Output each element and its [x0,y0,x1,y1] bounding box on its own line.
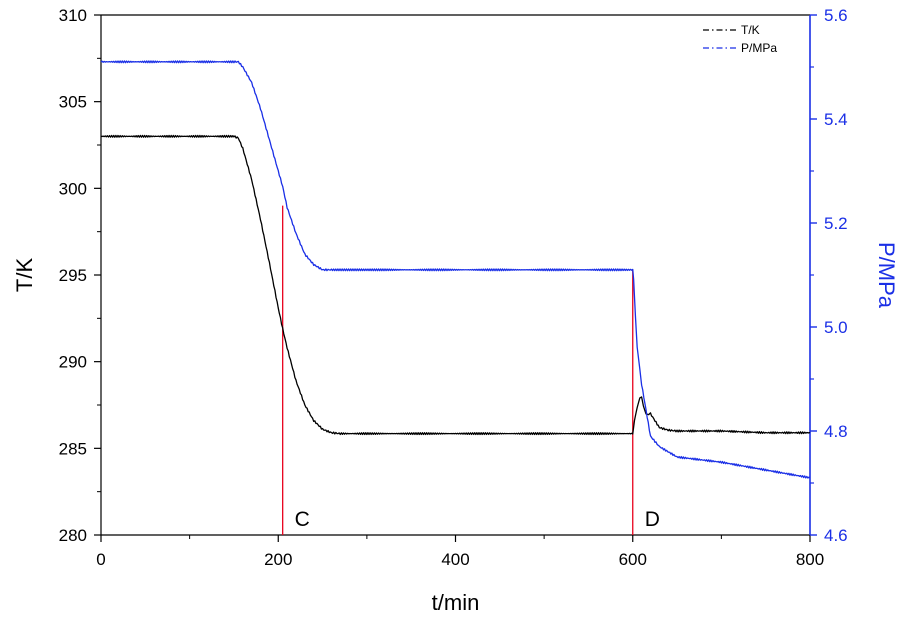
x-axis-title: t/min [432,590,480,615]
legend-label-pressure: P/MPa [741,41,777,55]
y-left-tick-label: 285 [59,439,87,458]
axis-titles: t/min T/K P/MPa [12,242,899,615]
x-tick-label: 400 [441,550,469,569]
x-tick-label: 200 [264,550,292,569]
plot-frame [100,14,811,536]
y-axis-right: 4.6 4.8 5.0 5.2 5.4 5.6 [810,6,848,545]
x-tick-label: 600 [619,550,647,569]
marker-label-d: D [645,508,660,531]
y-right-tick-label: 5.4 [824,110,848,129]
y-left-tick-label: 290 [59,353,87,372]
y-left-tick-label: 300 [59,179,87,198]
y-right-tick-label: 4.8 [824,422,848,441]
y-axis-left: 280 285 290 295 300 305 310 [59,6,101,545]
y-left-tick-label: 310 [59,6,87,25]
series-line-pressure [100,60,811,479]
y-axis-left-title: T/K [12,258,37,293]
y-right-tick-label: 5.6 [824,6,848,25]
x-tick-label: 0 [96,550,105,569]
y-left-tick-label: 280 [59,526,87,545]
y-right-tick-label: 5.2 [824,214,848,233]
x-axis: 0 200 400 600 800 [96,535,824,569]
legend-label-temperature: T/K [741,23,760,37]
y-right-tick-label: 5.0 [824,318,848,337]
legend: T/K P/MPa [703,23,777,55]
y-axis-right-title: P/MPa [874,242,899,309]
marker-label-c: C [295,508,310,531]
series-layer [100,60,811,479]
series-line-temperature [100,134,811,436]
y-left-tick-label: 305 [59,93,87,112]
y-left-tick-label: 295 [59,266,87,285]
y-right-tick-label: 4.6 [824,526,848,545]
x-tick-label: 800 [796,550,824,569]
